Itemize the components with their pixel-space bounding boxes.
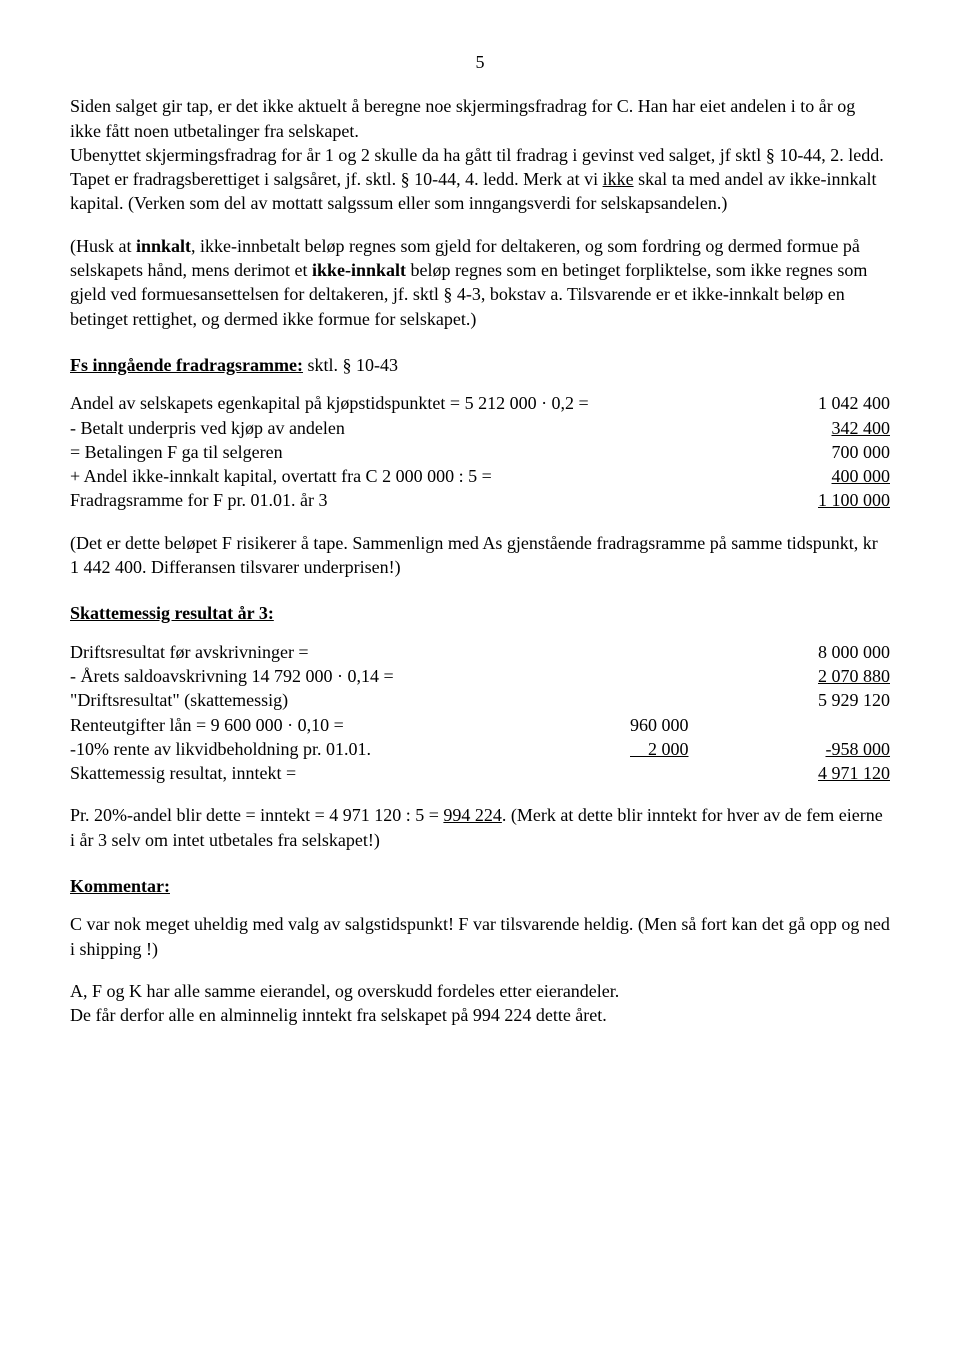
cell-value: 700 000 [760,440,890,464]
cell-label: Fradragsramme for F pr. 01.01. år 3 [70,488,760,512]
heading-text: Kommentar: [70,876,170,896]
heading-skatt: Skattemessig resultat år 3: [70,601,890,625]
table-row: - Årets saldoavskrivning 14 792 000 · 0,… [70,664,890,688]
text: (Husk at [70,236,136,256]
cell-mid [630,640,760,664]
table-row: Skattemessig resultat, inntekt = 4 971 12… [70,761,890,785]
table-row: Renteutgifter lån = 9 600 000 · 0,10 =96… [70,713,890,737]
cell-value: -958 000 [760,737,890,761]
cell-value: 342 400 [760,416,890,440]
cell-mid [630,664,760,688]
text: Pr. 20%-andel blir dette = inntekt = 4 9… [70,805,443,825]
text: Siden salget gir tap, er det ikke aktuel… [70,96,855,140]
cell-value: 4 971 120 [760,761,890,785]
paragraph-1: Siden salget gir tap, er det ikke aktuel… [70,94,890,215]
cell-mid: 960 000 [630,713,760,737]
paragraph-det-er: (Det er dette beløpet F risikerer å tape… [70,531,890,580]
table-row: Andel av selskapets egenkapital på kjøps… [70,391,890,415]
text: A, F og K har alle samme eierandel, og o… [70,981,619,1001]
table-row: + Andel ikke-innkalt kapital, overtatt f… [70,464,890,488]
cell-label: - Betalt underpris ved kjøp av andelen [70,416,760,440]
cell-mid [630,688,760,712]
cell-label: "Driftsresultat" (skattemessig) [70,688,630,712]
cell-value: 400 000 [760,464,890,488]
page-number: 5 [70,50,890,74]
paragraph-2: (Husk at innkalt, ikke-innbetalt beløp r… [70,234,890,331]
heading-suffix: sktl. § 10-43 [303,355,398,375]
table-row: - Betalt underpris ved kjøp av andelen34… [70,416,890,440]
paragraph-last: A, F og K har alle samme eierandel, og o… [70,979,890,1028]
text-bold: innkalt [136,236,191,256]
cell-value: 8 000 000 [760,640,890,664]
cell-value: 5 929 120 [760,688,890,712]
table-row: Fradragsramme for F pr. 01.01. år 31 100… [70,488,890,512]
cell-value: 2 070 880 [760,664,890,688]
heading-fs: Fs inngående fradragsramme: sktl. § 10-4… [70,353,890,377]
cell-label: = Betalingen F ga til selgeren [70,440,760,464]
text-bold: ikke-innkalt [312,260,406,280]
cell-label: -10% rente av likvidbeholdning pr. 01.01… [70,737,630,761]
cell-label: Driftsresultat før avskrivninger = [70,640,630,664]
cell-label: Skattemessig resultat, inntekt = [70,761,630,785]
table-row: Driftsresultat før avskrivninger = 8 000 … [70,640,890,664]
text: De får derfor alle en alminnelig inntekt… [70,1005,607,1025]
paragraph-pr20: Pr. 20%-andel blir dette = inntekt = 4 9… [70,803,890,852]
cell-value [760,713,890,737]
paragraph-kommentar: C var nok meget uheldig med valg av salg… [70,912,890,961]
heading-text: Skattemessig resultat år 3: [70,603,274,623]
table-row: -10% rente av likvidbeholdning pr. 01.01… [70,737,890,761]
cell-value: 1 100 000 [760,488,890,512]
cell-label: + Andel ikke-innkalt kapital, overtatt f… [70,464,760,488]
heading-text: Fs inngående fradragsramme: [70,355,303,375]
table-row: "Driftsresultat" (skattemessig) 5 929 120 [70,688,890,712]
cell-value: 1 042 400 [760,391,890,415]
skatt-table: Driftsresultat før avskrivninger = 8 000 … [70,640,890,786]
heading-kommentar: Kommentar: [70,874,890,898]
fs-table: Andel av selskapets egenkapital på kjøps… [70,391,890,512]
cell-label: Renteutgifter lån = 9 600 000 · 0,10 = [70,713,630,737]
cell-label: - Årets saldoavskrivning 14 792 000 · 0,… [70,664,630,688]
text-underline: ikke [603,169,634,189]
table-row: = Betalingen F ga til selgeren700 000 [70,440,890,464]
cell-label: Andel av selskapets egenkapital på kjøps… [70,391,760,415]
text-underline: 994 224 [443,805,502,825]
cell-mid: 2 000 [630,737,760,761]
cell-mid [630,761,760,785]
